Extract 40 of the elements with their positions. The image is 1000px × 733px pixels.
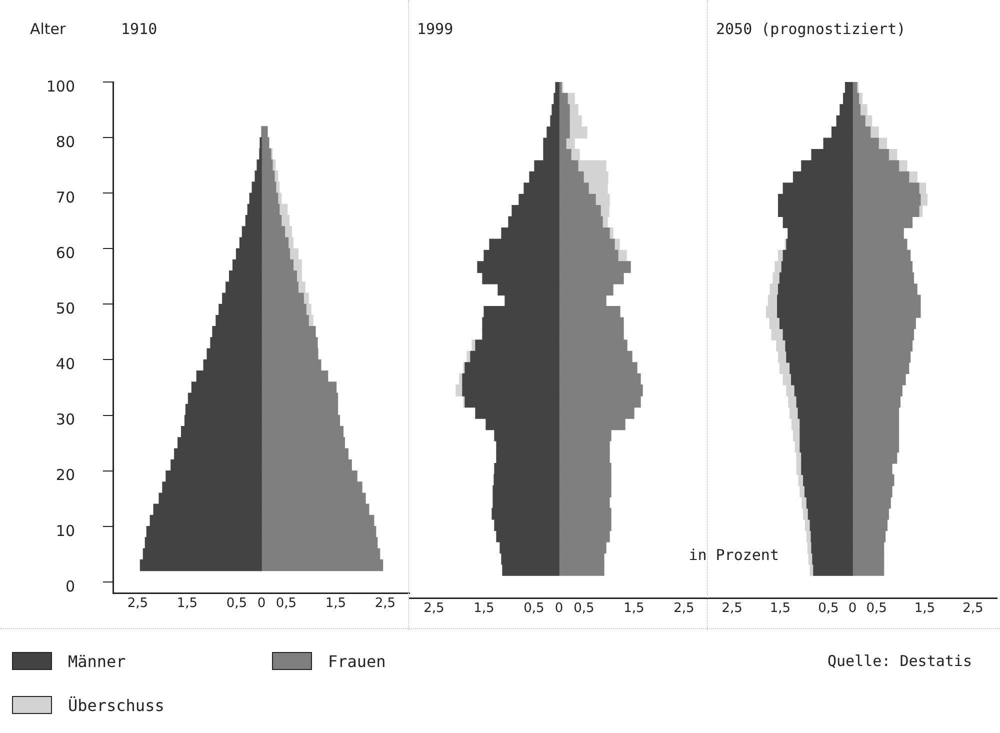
x-tick-label: 0,5 [524, 601, 544, 616]
x-tick-label: 0 [257, 596, 266, 612]
x-tick-label: 1,5 [624, 601, 644, 616]
legend-label: Überschuss [68, 696, 164, 714]
x-tick-label: 2,5 [127, 596, 148, 612]
x-tick-label: 0,5 [276, 596, 297, 612]
legend-label: Männer [68, 652, 126, 670]
x-tick-label: 2,5 [722, 601, 742, 616]
x-tick-label: 0,5 [226, 596, 248, 612]
x-tick-label: 0,5 [574, 601, 594, 616]
x-tick-label: 0,5 [818, 601, 839, 616]
legend-label: Frauen [328, 652, 386, 670]
y-tick-label: 10 [56, 522, 75, 540]
x-tick-label: 2,5 [674, 601, 694, 616]
annotation: in Prozent [688, 546, 779, 564]
x-tick-label: 1,5 [474, 601, 494, 616]
chart-title: 1999 [417, 20, 454, 38]
x-tick-label: 1,5 [176, 596, 198, 612]
x-tick-label: 1,5 [325, 596, 346, 612]
y-axis-title: Alter [30, 20, 66, 38]
x-tick-label: 0,5 [866, 601, 887, 616]
chart-title: 2050 (prognostiziert) [716, 20, 906, 38]
x-tick-label: 1,5 [770, 601, 791, 616]
y-tick-label: 30 [56, 410, 75, 429]
y-tick-label: 20 [56, 466, 75, 484]
x-tick-label: 0 [848, 601, 857, 616]
y-tick-label: 0 [65, 577, 75, 596]
x-tick-label: 2,5 [424, 601, 444, 616]
y-tick-label: 50 [56, 300, 75, 318]
y-tick-label: 80 [56, 132, 75, 151]
x-tick-label: 2,5 [374, 596, 396, 612]
x-tick-label: 2,5 [962, 601, 984, 616]
y-tick-label: 70 [56, 188, 75, 207]
x-tick-label: 1,5 [914, 601, 936, 616]
y-tick-label: 100 [46, 77, 75, 96]
y-tick-label: 60 [56, 244, 75, 262]
chart-title: 1910 [121, 20, 158, 38]
x-tick-label: 0 [554, 601, 564, 616]
y-tick-label: 40 [56, 355, 75, 374]
source-note: Quelle: Destatis [828, 651, 972, 672]
